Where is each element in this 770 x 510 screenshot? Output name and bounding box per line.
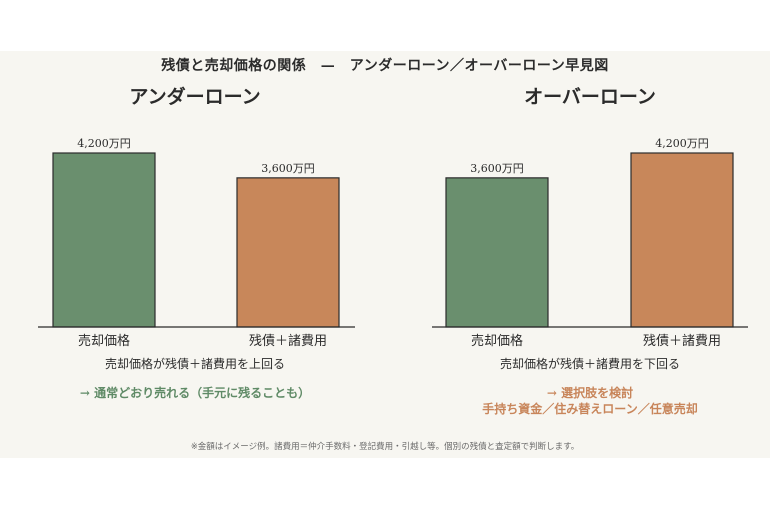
category-label-overloan-0: 売却価格 [471, 333, 523, 349]
value-label-underloan-1: 3,600万円 [261, 162, 315, 175]
bar-underloan-1 [236, 177, 340, 328]
value-label-overloan-0: 3,600万円 [470, 162, 524, 175]
bar-overloan-1 [630, 152, 734, 328]
category-label-overloan-1: 残債＋諸費用 [643, 333, 721, 349]
note-overloan: → 選択肢を検討 手持ち資金／住み替えローン／任意売却 [410, 385, 770, 417]
bar-overloan-0 [445, 177, 549, 328]
category-label-underloan-1: 残債＋諸費用 [249, 333, 327, 349]
note-underloan-line-1: → 通常どおり売れる（手元に残ることも） [79, 386, 311, 400]
note-overloan-line-1: → 選択肢を検討 [546, 386, 634, 400]
chart-title-underloan: アンダーローン [129, 86, 261, 108]
value-label-underloan-0: 4,200万円 [77, 137, 131, 150]
note-overloan-line-2: 手持ち資金／住み替えローン／任意売却 [482, 402, 698, 416]
note-underloan: → 通常どおり売れる（手元に残ることも） [15, 385, 375, 401]
bar-underloan-0 [52, 152, 156, 328]
value-label-overloan-1: 4,200万円 [655, 137, 709, 150]
caption-underloan: 売却価格が残債＋諸費用を上回る [104, 357, 285, 371]
main-title: 残債と売却価格の関係 — アンダーローン／オーバーローン早見図 [161, 58, 609, 74]
category-label-underloan-0: 売却価格 [78, 333, 130, 349]
footnote: ※金額はイメージ例。諸費用＝仲介手数料・登記費用・引越し等。個別の残債と査定額で… [190, 442, 580, 452]
chart-title-overloan: オーバーローン [524, 86, 656, 108]
caption-overloan: 売却価格が残債＋諸費用を下回る [499, 357, 680, 371]
